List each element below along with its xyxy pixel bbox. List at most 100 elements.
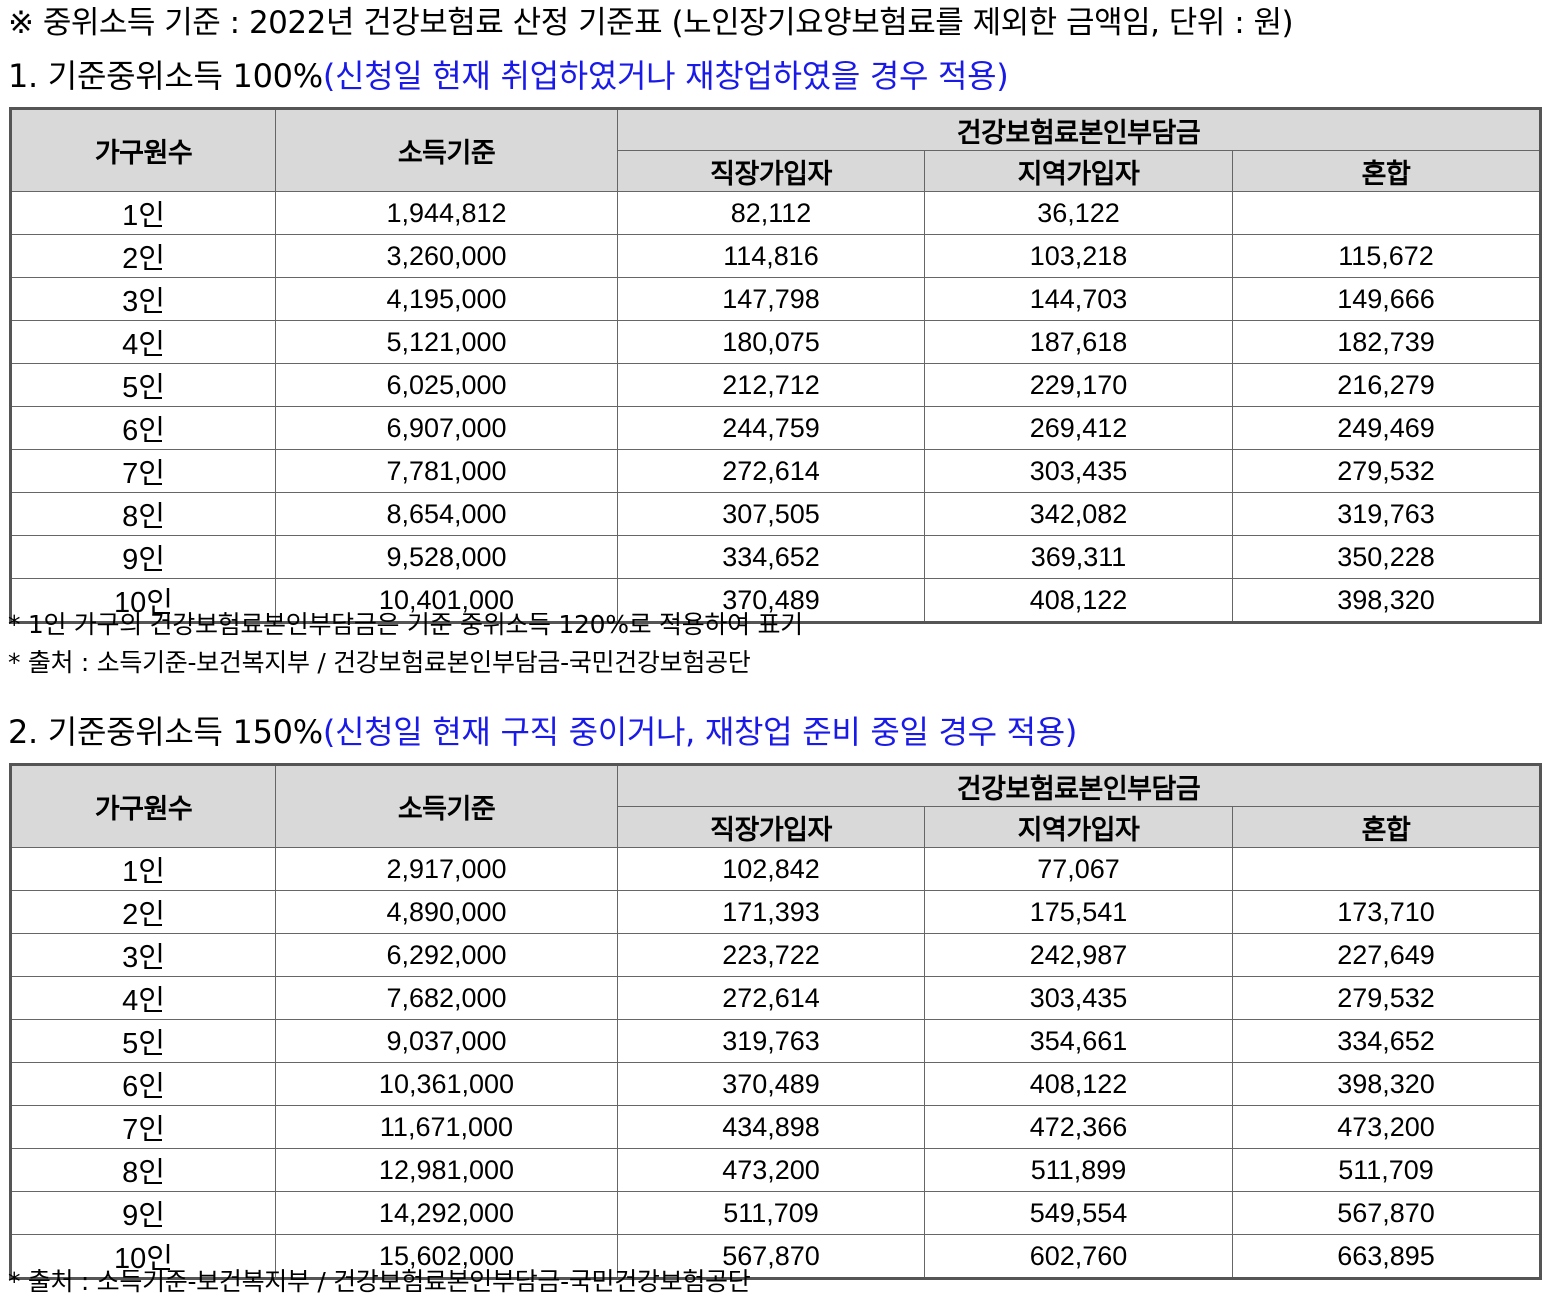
header-employee: 직장가입자 bbox=[617, 150, 925, 192]
income-cell: 1,944,812 bbox=[275, 191, 618, 235]
mixed-cell: 115,672 bbox=[1231, 234, 1542, 278]
income-cell: 7,781,000 bbox=[275, 449, 618, 493]
regional-cell: 229,170 bbox=[924, 363, 1233, 407]
employee-cell: 511,709 bbox=[617, 1191, 925, 1235]
employee-cell: 473,200 bbox=[617, 1148, 925, 1192]
regional-cell: 175,541 bbox=[924, 890, 1233, 934]
table-row: 5인 6,025,000 212,712 229,170 216,279 bbox=[10, 363, 1542, 407]
income-cell: 3,260,000 bbox=[275, 234, 618, 278]
table-row: 9인 9,528,000 334,652 369,311 350,228 bbox=[10, 535, 1542, 579]
regional-cell: 342,082 bbox=[924, 492, 1233, 536]
header-mixed: 혼합 bbox=[1231, 150, 1542, 192]
employee-cell: 244,759 bbox=[617, 406, 925, 450]
household-cell: 4인 bbox=[10, 320, 276, 364]
regional-cell: 549,554 bbox=[924, 1191, 1233, 1235]
income-cell: 12,981,000 bbox=[275, 1148, 618, 1192]
regional-cell: 369,311 bbox=[924, 535, 1233, 579]
table-row: 5인 9,037,000 319,763 354,661 334,652 bbox=[10, 1019, 1542, 1063]
table-row: 2인 4,890,000 171,393 175,541 173,710 bbox=[10, 890, 1542, 934]
mixed-cell: 227,649 bbox=[1231, 933, 1542, 977]
mixed-cell: 149,666 bbox=[1231, 277, 1542, 321]
header-premium-group: 건강보험료본인부담금 bbox=[616, 764, 1542, 807]
household-cell: 2인 bbox=[10, 234, 276, 278]
header-mixed: 혼합 bbox=[1231, 806, 1542, 848]
income-cell: 2,917,000 bbox=[275, 847, 618, 891]
mixed-cell: 319,763 bbox=[1231, 492, 1542, 536]
income-cell: 11,671,000 bbox=[275, 1105, 618, 1149]
table-row: 4인 7,682,000 272,614 303,435 279,532 bbox=[10, 976, 1542, 1020]
section1-heading-note: (신청일 현재 취업하였거나 재창업하였을 경우 적용) bbox=[322, 57, 1009, 95]
mixed-cell bbox=[1231, 847, 1542, 891]
household-cell: 8인 bbox=[10, 492, 276, 536]
regional-cell: 354,661 bbox=[924, 1019, 1233, 1063]
regional-cell: 144,703 bbox=[924, 277, 1233, 321]
header-income: 소득기준 bbox=[275, 108, 618, 192]
regional-cell: 242,987 bbox=[924, 933, 1233, 977]
table-row: 10인 15,602,000 567,870 602,760 663,895 bbox=[10, 1234, 1542, 1279]
employee-cell: 272,614 bbox=[617, 449, 925, 493]
household-cell: 4인 bbox=[10, 976, 276, 1020]
regional-cell: 187,618 bbox=[924, 320, 1233, 364]
employee-cell: 567,870 bbox=[617, 1234, 925, 1279]
regional-cell: 36,122 bbox=[924, 191, 1233, 235]
employee-cell: 212,712 bbox=[617, 363, 925, 407]
table-row: 4인 5,121,000 180,075 187,618 182,739 bbox=[10, 320, 1542, 364]
mixed-cell: 473,200 bbox=[1231, 1105, 1542, 1149]
mixed-cell: 334,652 bbox=[1231, 1019, 1542, 1063]
income-table-100: 가구원수 소득기준 건강보험료본인부담금 직장가입자 지역가입자 혼합 1인 1… bbox=[9, 107, 1543, 624]
mixed-cell: 173,710 bbox=[1231, 890, 1542, 934]
mixed-cell: 567,870 bbox=[1231, 1191, 1542, 1235]
employee-cell: 114,816 bbox=[617, 234, 925, 278]
mixed-cell: 249,469 bbox=[1231, 406, 1542, 450]
header-regional: 지역가입자 bbox=[924, 150, 1233, 192]
employee-cell: 147,798 bbox=[617, 277, 925, 321]
section2-heading: 2. 기준중위소득 150%(신청일 현재 구직 중이거나, 재창업 준비 중일… bbox=[8, 716, 1077, 748]
table-row: 7인 11,671,000 434,898 472,366 473,200 bbox=[10, 1105, 1542, 1149]
income-cell: 15,602,000 bbox=[275, 1234, 618, 1279]
table-row: 7인 7,781,000 272,614 303,435 279,532 bbox=[10, 449, 1542, 493]
household-cell: 2인 bbox=[10, 890, 276, 934]
income-cell: 6,907,000 bbox=[275, 406, 618, 450]
table-row: 6인 6,907,000 244,759 269,412 249,469 bbox=[10, 406, 1542, 450]
regional-cell: 77,067 bbox=[924, 847, 1233, 891]
household-cell: 8인 bbox=[10, 1148, 276, 1192]
employee-cell: 272,614 bbox=[617, 976, 925, 1020]
income-cell: 14,292,000 bbox=[275, 1191, 618, 1235]
household-cell: 5인 bbox=[10, 1019, 276, 1063]
income-cell: 9,528,000 bbox=[275, 535, 618, 579]
household-cell: 10인 bbox=[10, 1234, 276, 1279]
income-cell: 6,292,000 bbox=[275, 933, 618, 977]
table-row: 10인 10,401,000 370,489 408,122 398,320 bbox=[10, 578, 1542, 623]
table-row: 3인 6,292,000 223,722 242,987 227,649 bbox=[10, 933, 1542, 977]
section2-heading-text: 2. 기준중위소득 150% bbox=[8, 713, 323, 751]
footnote-source: * 출처 : 소득기준-보건복지부 / 건강보험료본인부담금-국민건강보험공단 bbox=[8, 648, 751, 677]
income-cell: 6,025,000 bbox=[275, 363, 618, 407]
regional-cell: 103,218 bbox=[924, 234, 1233, 278]
mixed-cell: 279,532 bbox=[1231, 976, 1542, 1020]
table-row: 1인 1,944,812 82,112 36,122 bbox=[10, 191, 1542, 235]
regional-cell: 303,435 bbox=[924, 449, 1233, 493]
table-row: 2인 3,260,000 114,816 103,218 115,672 bbox=[10, 234, 1542, 278]
notice-text: ※ 중위소득 기준 : 2022년 건강보험료 산정 기준표 (노인장기요양보험… bbox=[8, 5, 1294, 41]
employee-cell: 171,393 bbox=[617, 890, 925, 934]
header-employee: 직장가입자 bbox=[617, 806, 925, 848]
mixed-cell: 398,320 bbox=[1231, 578, 1542, 623]
mixed-cell: 398,320 bbox=[1231, 1062, 1542, 1106]
footnote-1inhousehold: * 1인 가구의 건강보험료본인부담금은 기준 중위소득 120%로 적용하여 … bbox=[8, 610, 803, 639]
mixed-cell: 279,532 bbox=[1231, 449, 1542, 493]
regional-cell: 511,899 bbox=[924, 1148, 1233, 1192]
table-row: 1인 2,917,000 102,842 77,067 bbox=[10, 847, 1542, 891]
household-cell: 6인 bbox=[10, 1062, 276, 1106]
regional-cell: 602,760 bbox=[924, 1234, 1233, 1279]
header-premium-group: 건강보험료본인부담금 bbox=[616, 108, 1542, 151]
table-row: 3인 4,195,000 147,798 144,703 149,666 bbox=[10, 277, 1542, 321]
regional-cell: 408,122 bbox=[924, 578, 1233, 623]
employee-cell: 370,489 bbox=[617, 578, 925, 623]
household-cell: 6인 bbox=[10, 406, 276, 450]
table-row: 8인 8,654,000 307,505 342,082 319,763 bbox=[10, 492, 1542, 536]
mixed-cell: 511,709 bbox=[1231, 1148, 1542, 1192]
income-cell: 9,037,000 bbox=[275, 1019, 618, 1063]
header-income: 소득기준 bbox=[275, 764, 618, 848]
household-cell: 9인 bbox=[10, 535, 276, 579]
regional-cell: 472,366 bbox=[924, 1105, 1233, 1149]
